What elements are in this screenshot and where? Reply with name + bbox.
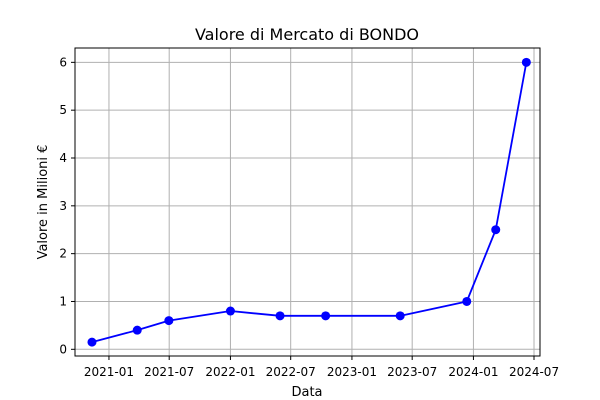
x-axis: 2021-01 2021-07 2022-01 2022-07 2023-01 2023-… [84, 356, 559, 379]
y-tick-label: 2 [59, 247, 67, 261]
series-line [91, 62, 528, 344]
x-tick-label: 2021-07 [144, 365, 194, 379]
data-point [321, 311, 331, 321]
grid [75, 48, 540, 356]
x-tick-label: 2024-07 [509, 365, 559, 379]
data-point [395, 311, 405, 321]
series-group [87, 57, 531, 347]
x-tick-label: 2022-07 [266, 365, 316, 379]
x-tick-label: 2024-01 [448, 365, 498, 379]
data-point [132, 325, 142, 335]
data-point [275, 311, 285, 321]
y-tick-label: 3 [59, 199, 67, 213]
data-point [87, 337, 97, 347]
y-tick-label: 5 [59, 103, 67, 117]
y-tick-label: 6 [59, 55, 67, 69]
data-point [164, 316, 174, 326]
data-point [225, 306, 235, 316]
data-point [521, 57, 531, 67]
y-axis-label: Valore in Milioni € [36, 145, 51, 260]
x-axis-label: Data [291, 385, 322, 400]
data-point [491, 225, 501, 235]
y-tick-label: 4 [59, 151, 67, 165]
y-axis: 0 1 2 3 4 5 6 [59, 55, 75, 356]
data-point [462, 296, 472, 306]
x-tick-label: 2023-07 [387, 365, 437, 379]
y-tick-label: 0 [59, 342, 67, 356]
y-tick-label: 1 [59, 294, 67, 308]
x-tick-label: 2021-01 [84, 365, 134, 379]
plot-frame [74, 47, 541, 357]
x-tick-label: 2023-01 [327, 365, 377, 379]
x-tick-label: 2022-01 [205, 365, 255, 379]
chart-title: Valore di Mercato di BONDO [195, 25, 419, 44]
